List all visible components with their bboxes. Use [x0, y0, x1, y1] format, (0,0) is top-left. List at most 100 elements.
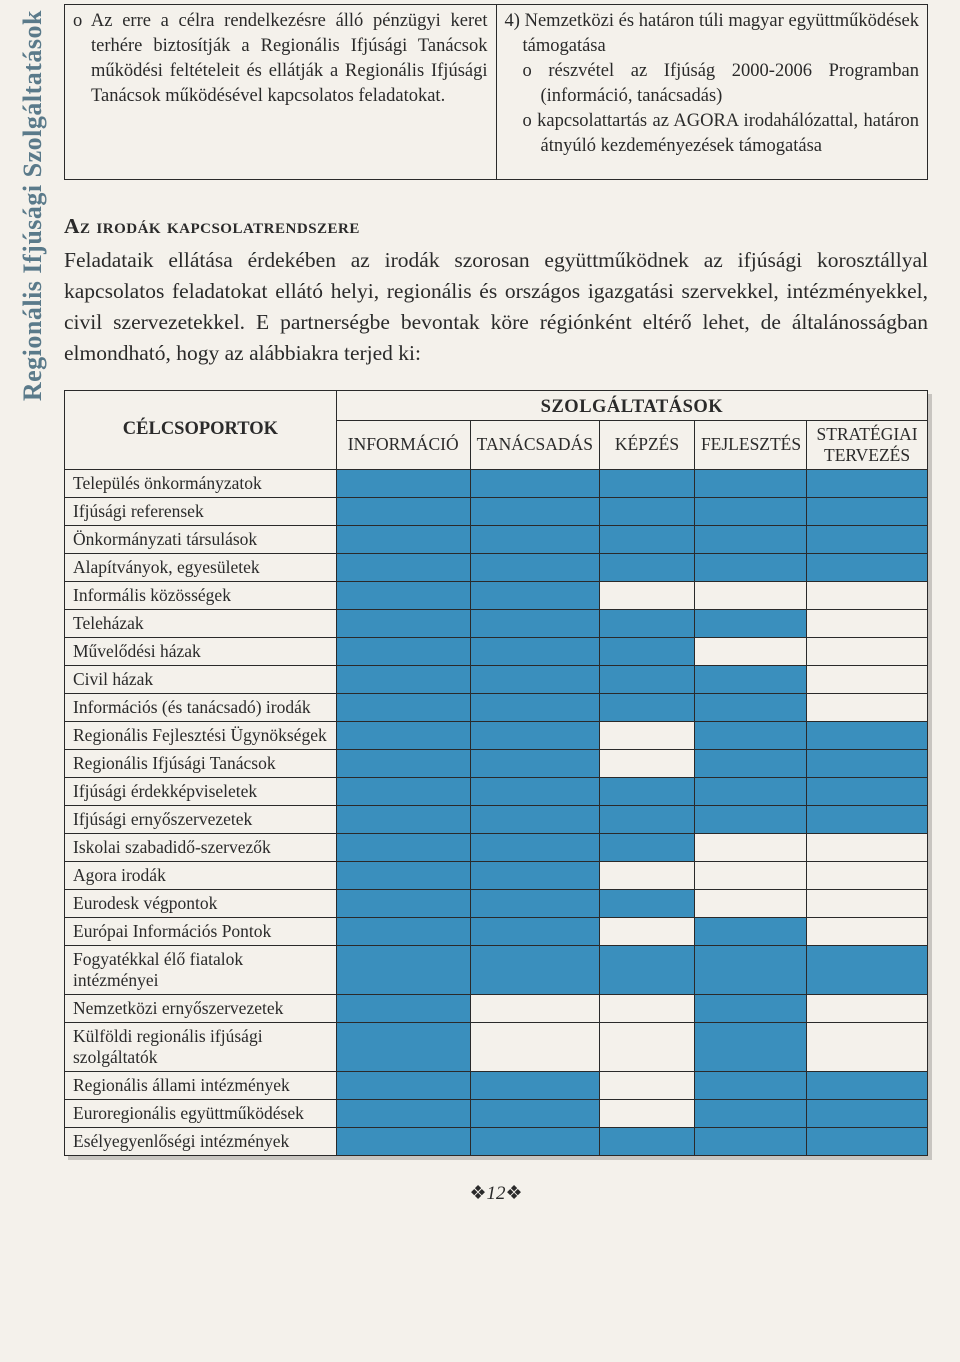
matrix-cell	[807, 994, 928, 1022]
top-right-cell: 4) Nemzetközi és határon túli magyar egy…	[496, 5, 928, 180]
matrix-cell	[600, 994, 695, 1022]
matrix-cell	[807, 833, 928, 861]
row-label: Információs (és tanácsadó) irodák	[65, 693, 337, 721]
matrix-cell	[807, 609, 928, 637]
matrix-cell	[600, 469, 695, 497]
matrix-cell	[600, 581, 695, 609]
col-header-service: FEJLESZTÉS	[694, 420, 806, 469]
top-right-lead: 4) Nemzetközi és határon túli magyar egy…	[505, 9, 920, 59]
row-label: Ifjúsági érdekképviseletek	[65, 777, 337, 805]
row-label: Iskolai szabadidő-szervezők	[65, 833, 337, 861]
row-label: Ifjúsági ernyőszervezetek	[65, 805, 337, 833]
row-label: Művelődési házak	[65, 637, 337, 665]
matrix-cell	[600, 749, 695, 777]
matrix-cell	[807, 637, 928, 665]
table-row: Alapítványok, egyesületek	[65, 553, 928, 581]
matrix-cell	[470, 861, 599, 889]
matrix-cell	[807, 469, 928, 497]
matrix-cell	[600, 945, 695, 994]
matrix-cell	[470, 833, 599, 861]
matrix-cell	[470, 721, 599, 749]
row-label: Alapítványok, egyesületek	[65, 553, 337, 581]
table-row: Agora irodák	[65, 861, 928, 889]
table-row: Művelődési házak	[65, 637, 928, 665]
table-row: Ifjúsági érdekképviseletek	[65, 777, 928, 805]
table-row: Teleházak	[65, 609, 928, 637]
col-header-service: STRATÉGIAI TERVEZÉS	[807, 420, 928, 469]
matrix-cell	[336, 1022, 470, 1071]
table-row: Regionális Fejlesztési Ügynökségek	[65, 721, 928, 749]
row-label: Ifjúsági referensek	[65, 497, 337, 525]
matrix-cell	[336, 665, 470, 693]
matrix-cell	[470, 917, 599, 945]
row-label: Európai Információs Pontok	[65, 917, 337, 945]
matrix-cell	[470, 609, 599, 637]
matrix-cell	[600, 1099, 695, 1127]
matrix-cell	[336, 525, 470, 553]
matrix-cell	[600, 777, 695, 805]
page-number-value: 12	[487, 1183, 506, 1204]
matrix-cell	[600, 1022, 695, 1071]
row-label: Esélyegyenlőségi intézmények	[65, 1127, 337, 1155]
matrix-cell	[694, 861, 806, 889]
page-number-diamond: ❖	[469, 1183, 486, 1204]
matrix-cell	[600, 525, 695, 553]
table-row: Civil házak	[65, 665, 928, 693]
matrix-cell	[694, 1099, 806, 1127]
matrix-cell	[470, 889, 599, 917]
matrix-cell	[336, 637, 470, 665]
row-label: Fogyatékkal élő fiatalok intézményei	[65, 945, 337, 994]
table-row: Ifjúsági referensek	[65, 497, 928, 525]
row-label: Teleházak	[65, 609, 337, 637]
matrix-cell	[807, 945, 928, 994]
matrix-cell	[694, 497, 806, 525]
matrix-cell	[694, 945, 806, 994]
row-label: Regionális állami intézmények	[65, 1071, 337, 1099]
matrix-cell	[336, 469, 470, 497]
matrix-cell	[336, 497, 470, 525]
matrix-cell	[807, 1022, 928, 1071]
matrix-cell	[600, 917, 695, 945]
matrix-cell	[694, 777, 806, 805]
matrix-cell	[470, 1022, 599, 1071]
row-label: Civil házak	[65, 665, 337, 693]
matrix-cell	[694, 721, 806, 749]
row-label: Euroregionális együttműködések	[65, 1099, 337, 1127]
col-superheader-services: SZOLGÁLTATÁSOK	[336, 390, 927, 420]
table-row: Regionális állami intézmények	[65, 1071, 928, 1099]
matrix-cell	[336, 917, 470, 945]
row-label: Regionális Ifjúsági Tanácsok	[65, 749, 337, 777]
matrix-cell	[600, 665, 695, 693]
matrix-cell	[694, 749, 806, 777]
matrix-cell	[470, 553, 599, 581]
matrix-cell	[807, 749, 928, 777]
matrix-cell	[694, 553, 806, 581]
matrix-cell	[336, 553, 470, 581]
matrix-cell	[694, 994, 806, 1022]
top-left-text: o Az erre a célra rendelkezésre álló pén…	[73, 9, 488, 109]
table-row: Ifjúsági ernyőszervezetek	[65, 805, 928, 833]
matrix-cell	[470, 497, 599, 525]
row-label: Eurodesk végpontok	[65, 889, 337, 917]
matrix-cell	[600, 1071, 695, 1099]
matrix-cell	[694, 1127, 806, 1155]
matrix-cell	[470, 1127, 599, 1155]
matrix-cell	[336, 581, 470, 609]
matrix-cell	[336, 805, 470, 833]
matrix-cell	[694, 917, 806, 945]
matrix-cell	[807, 1071, 928, 1099]
matrix-cell	[694, 1022, 806, 1071]
matrix-cell	[336, 693, 470, 721]
matrix-cell	[600, 637, 695, 665]
matrix-cell	[694, 1071, 806, 1099]
matrix-cell	[470, 1099, 599, 1127]
matrix-cell	[807, 693, 928, 721]
matrix-cell	[470, 525, 599, 553]
row-label: Informális közösségek	[65, 581, 337, 609]
matrix-cell	[470, 805, 599, 833]
matrix-cell	[336, 609, 470, 637]
page-number: ❖12❖	[64, 1182, 928, 1205]
matrix-cell	[470, 581, 599, 609]
matrix-cell	[600, 553, 695, 581]
table-row: Iskolai szabadidő-szervezők	[65, 833, 928, 861]
